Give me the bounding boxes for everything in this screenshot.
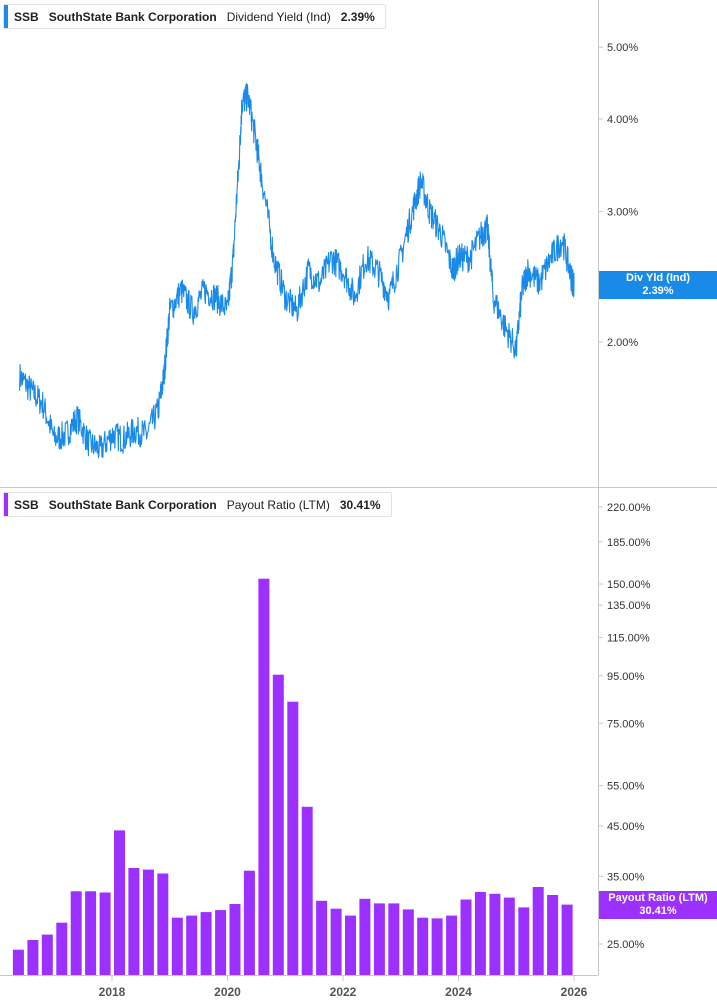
payout-ratio-bar (330, 908, 342, 975)
payout-ratio-bar (489, 893, 501, 975)
payout-ratio-bar (41, 934, 53, 975)
payout-ratio-bar (359, 898, 371, 975)
payout-ratio-bar (446, 915, 458, 975)
dividend-yield-line (19, 83, 575, 459)
x-tick-label: 2020 (214, 985, 241, 999)
payout-ratio-bar (215, 910, 227, 975)
bottom-y-tick-label: 95.00% (607, 671, 645, 683)
payout-ratio-bar (460, 899, 472, 975)
payout-ratio-bar (503, 897, 515, 975)
x-tick-label: 2022 (330, 985, 357, 999)
payout-ratio-bar (547, 895, 559, 975)
payout-ratio-bar (373, 903, 385, 975)
top-legend-ticker: SSB (14, 9, 39, 24)
top-badge-value: 2.39% (642, 285, 674, 297)
payout-ratio-bar (157, 873, 169, 975)
x-tick-label: 2018 (99, 985, 126, 999)
x-tick-label: 2024 (445, 985, 472, 999)
top-legend-metric: Dividend Yield (Ind) (226, 9, 331, 24)
top-badge-label: Div Yld (Ind) (626, 272, 690, 284)
payout-ratio-bar (128, 868, 140, 975)
top-legend-value: 2.39% (340, 9, 375, 24)
bottom-legend-swatch (4, 493, 8, 516)
bottom-legend-ticker: SSB (14, 497, 39, 512)
bottom-y-tick-label: 115.00% (607, 632, 650, 644)
payout-ratio-bar (287, 701, 299, 975)
top-y-tick-label: 3.00% (607, 207, 638, 219)
payout-ratio-bar (85, 891, 97, 975)
payout-ratio-bar (99, 892, 111, 975)
payout-ratio-bar (345, 915, 356, 975)
payout-ratio-bar (243, 870, 255, 975)
payout-ratio-bar (200, 912, 212, 975)
payout-ratio-bar (186, 915, 198, 975)
x-tick-label: 2026 (561, 985, 588, 999)
bottom-y-tick-label: 75.00% (607, 718, 645, 730)
payout-ratio-bar (417, 917, 429, 975)
bottom-badge-value: 30.41% (639, 905, 677, 917)
top-legend-company: SouthState Bank Corporation (48, 9, 217, 24)
bottom-legend: SSB SouthState Bank Corporation Payout R… (3, 492, 392, 517)
top-y-tick-label: 5.00% (607, 42, 638, 54)
top-y-tick-label: 2.00% (607, 337, 638, 349)
payout-ratio-bar (171, 917, 183, 975)
bottom-legend-company: SouthState Bank Corporation (48, 497, 217, 512)
payout-ratio-bar (229, 904, 241, 975)
bottom-y-tick-label: 25.00% (607, 939, 645, 951)
payout-ratio-bar (27, 940, 39, 975)
bottom-legend-metric: Payout Ratio (LTM) (226, 497, 330, 512)
top-value-badge: Div Yld (Ind) 2.39% (599, 271, 717, 299)
payout-ratio-bar (301, 806, 313, 975)
payout-ratio-bar (258, 578, 270, 975)
bottom-value-badge: Payout Ratio (LTM) 30.41% (599, 891, 717, 919)
payout-ratio-bar (114, 830, 125, 975)
bottom-badge-label: Payout Ratio (LTM) (608, 892, 708, 904)
payout-ratio-bar (402, 909, 414, 975)
payout-ratio-bar (532, 887, 544, 975)
payout-ratio-bar (70, 891, 82, 975)
payout-ratio-bar (56, 922, 68, 975)
payout-ratio-bar (12, 949, 24, 975)
bottom-y-tick-label: 220.00% (607, 502, 651, 514)
top-y-tick-label: 4.00% (607, 114, 638, 126)
bottom-y-tick-label: 150.00% (607, 579, 651, 591)
payout-ratio-bar (142, 869, 154, 975)
payout-ratio-bar (431, 918, 443, 975)
payout-ratio-bar (518, 907, 530, 975)
bottom-y-tick-label: 35.00% (607, 871, 645, 883)
bottom-legend-value: 30.41% (339, 497, 381, 512)
payout-ratio-bar (272, 674, 284, 975)
bottom-y-tick-label: 185.00% (607, 537, 651, 549)
payout-ratio-bar (474, 891, 486, 975)
bottom-y-tick-label: 55.00% (607, 781, 645, 793)
payout-ratio-bar (316, 900, 328, 975)
bottom-y-tick-label: 135.00% (607, 600, 651, 612)
top-legend-swatch (4, 5, 8, 28)
bottom-y-tick-label: 45.00% (607, 821, 645, 833)
payout-ratio-bar (388, 903, 400, 975)
top-legend: SSB SouthState Bank Corporation Dividend… (3, 4, 386, 29)
payout-ratio-bar (561, 904, 573, 975)
